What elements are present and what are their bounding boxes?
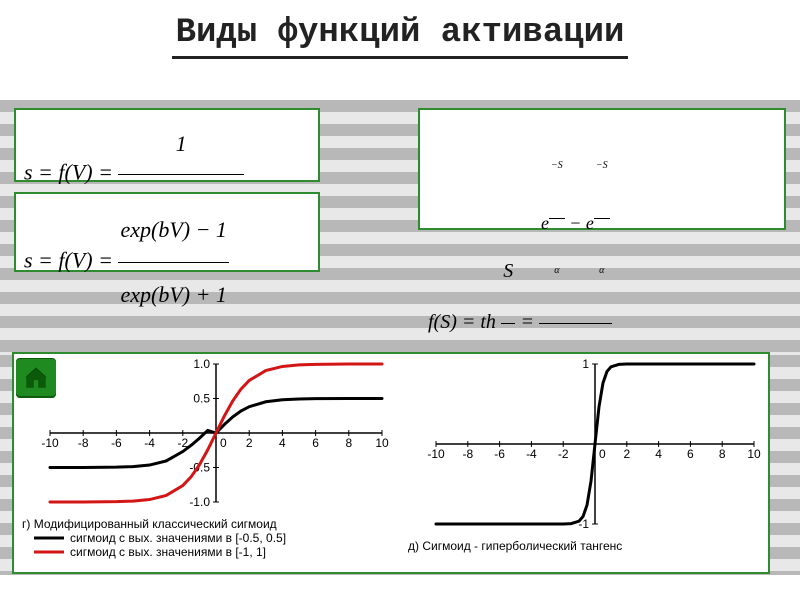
svg-text:0.5: 0.5 [193,392,210,406]
svg-text:4: 4 [279,436,286,450]
f2-num: exp(bV) − 1 [118,198,228,263]
f1-num: 1 [118,114,243,175]
svg-text:6: 6 [687,447,694,461]
svg-text:0: 0 [599,447,606,461]
svg-text:-4: -4 [526,447,537,461]
svg-text:-1.0: -1.0 [189,495,210,509]
svg-text:8: 8 [719,447,726,461]
f1-lhs: s = f(V) = [24,160,113,185]
svg-text:6: 6 [312,436,319,450]
svg-text:8: 8 [345,436,352,450]
svg-text:сигмоид с вых. значениями в [-: сигмоид с вых. значениями в [-0.5, 0.5] [70,531,286,545]
formula-3: f(S) = th S α = e−Sα − e−Sα eSα + e−Sα [418,108,786,230]
svg-text:2: 2 [246,436,253,450]
svg-text:1.0: 1.0 [193,358,210,371]
svg-text:10: 10 [375,436,389,450]
f3-rna-ed: α [549,219,565,323]
f3-lhs: f(S) = th [428,311,496,333]
f3-rnb: e [586,213,594,233]
svg-text:-6: -6 [111,436,122,450]
f3-minus: − [569,213,586,233]
f3-rna: e [541,213,549,233]
svg-text:-4: -4 [144,436,155,450]
charts-panel: -10-8-6-4-2246810-1.0-0.50.51.00г) Модиф… [12,352,770,574]
page-title: Виды функций активации [0,14,800,59]
svg-text:-6: -6 [494,447,505,461]
svg-text:-10: -10 [427,447,445,461]
svg-text:2: 2 [623,447,630,461]
chart-right-svg: -10-8-6-4-2246810-110д) Сигмоид - гиперб… [406,358,762,566]
svg-text:10: 10 [747,447,761,461]
f2-den: exp(bV) + 1 [118,263,228,327]
chart-left: -10-8-6-4-2246810-1.0-0.50.51.00г) Модиф… [20,358,390,568]
svg-text:-10: -10 [41,436,59,450]
f3-rnb-en: −S [594,114,610,219]
chart-right: -10-8-6-4-2246810-110д) Сигмоид - гиперб… [406,358,762,568]
svg-text:1: 1 [582,358,589,371]
svg-text:сигмоид с вых. значениями в [-: сигмоид с вых. значениями в [-1, 1] [70,545,266,559]
home-button[interactable] [16,358,56,398]
svg-text:-8: -8 [462,447,473,461]
f3-eq: = [520,311,539,333]
f3-rna-en: −S [549,114,565,219]
f2-lhs: s = f(V) = [24,248,113,273]
page-title-text: Виды функций активации [172,14,629,59]
svg-text:4: 4 [655,447,662,461]
svg-text:0: 0 [220,436,227,450]
f3-rnb-ed: α [594,219,610,323]
formula-2: s = f(V) = exp(bV) − 1 exp(bV) + 1 [14,192,320,272]
home-icon [23,365,49,391]
svg-text:г) Модифицированный классическ: г) Модифицированный классический сигмоид [22,517,277,531]
chart-left-svg: -10-8-6-4-2246810-1.0-0.50.51.00г) Модиф… [20,358,390,566]
svg-text:-8: -8 [78,436,89,450]
svg-text:-2: -2 [558,447,569,461]
f3-midn: S [501,219,516,324]
svg-text:д) Сигмоид - гиперболический т: д) Сигмоид - гиперболический тангенс [408,539,622,553]
formula-1: s = f(V) = 1 1 + exp(−bV) [14,108,320,182]
